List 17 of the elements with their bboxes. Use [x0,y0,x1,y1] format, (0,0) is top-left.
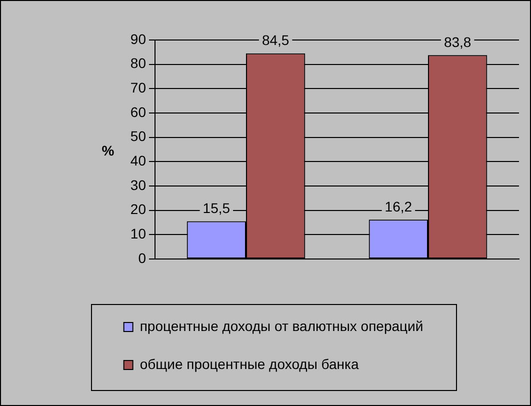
data-label: 16,2 [384,198,412,214]
y-tick-label: 90 [130,30,146,47]
y-tick-label: 0 [138,250,146,266]
data-label: 83,8 [444,34,472,50]
y-tick-label: 40 [130,152,146,169]
data-label: 84,5 [262,32,290,48]
y-axis-title: % [102,142,115,158]
legend-label: общие процентные доходы банка [140,356,359,372]
y-tick-label: 20 [130,201,146,218]
data-label: 15,5 [202,200,230,216]
y-tick-label: 30 [130,176,146,193]
y-tick-label: 60 [130,104,146,120]
y-tick-label: 10 [130,226,146,242]
y-tick-label: 70 [130,80,146,96]
y-tick-label: 50 [130,128,146,144]
y-tick-label: 80 [130,55,146,72]
legend-label: процентные доходы от валютных операций [140,318,424,334]
